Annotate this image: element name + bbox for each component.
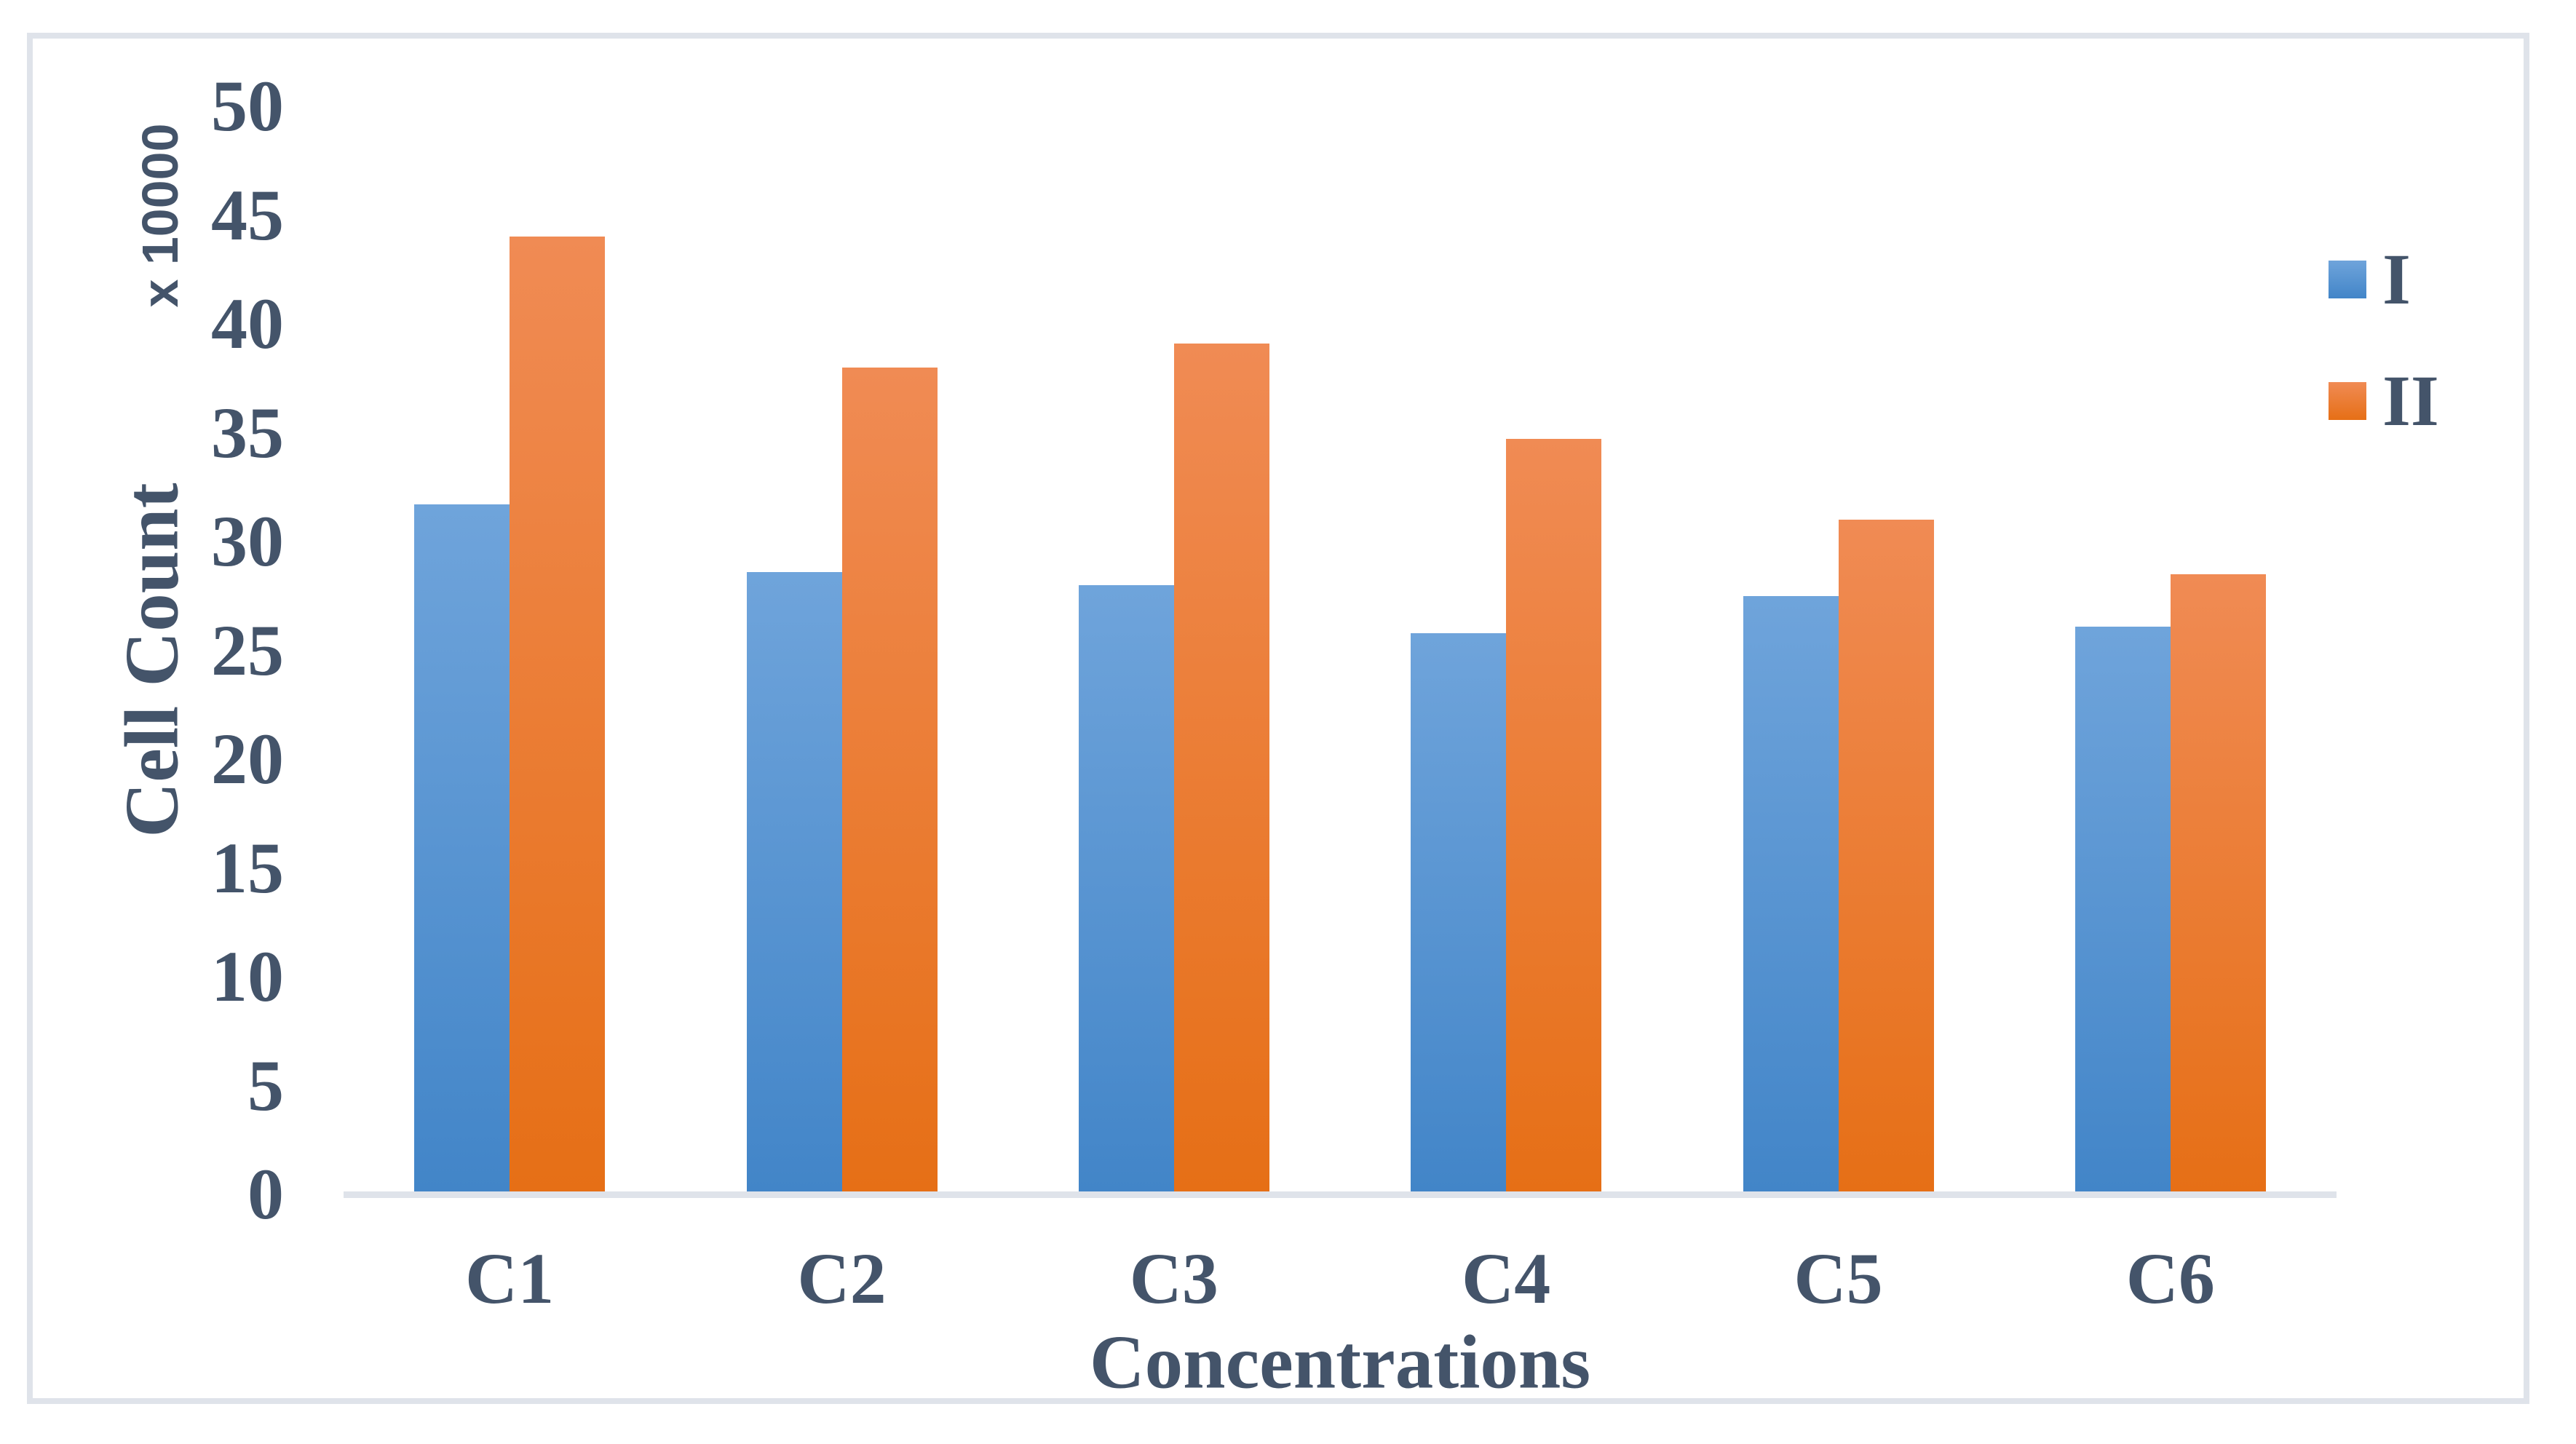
y-tick-label-5: 5 <box>247 1044 284 1126</box>
y-axis-display-unit: x 10000 <box>132 123 189 308</box>
y-tick-label-30: 30 <box>211 501 284 582</box>
x-category-label-C4: C4 <box>1462 1238 1551 1319</box>
x-category-label-C5: C5 <box>1794 1238 1883 1319</box>
y-axis-title: Cell Count <box>108 483 194 838</box>
legend-swatch-II <box>2329 382 2366 420</box>
bar-II-C4 <box>1506 439 1601 1191</box>
bar-I-C6 <box>2075 627 2171 1191</box>
y-tick-label-25: 25 <box>211 609 284 691</box>
bar-I-C5 <box>1743 596 1839 1191</box>
x-axis-title: Concentrations <box>1089 1319 1591 1405</box>
bar-II-C5 <box>1839 520 1934 1191</box>
legend-label-I: I <box>2382 239 2411 320</box>
bar-I-C2 <box>747 572 842 1191</box>
y-tick-label-45: 45 <box>211 174 284 255</box>
y-tick-label-20: 20 <box>211 718 284 799</box>
bar-II-C2 <box>842 368 938 1191</box>
bar-II-C3 <box>1174 344 1269 1191</box>
y-tick-label-35: 35 <box>211 392 284 473</box>
bar-II-C1 <box>510 237 605 1191</box>
x-category-label-C2: C2 <box>797 1238 887 1319</box>
y-tick-label-15: 15 <box>211 827 284 908</box>
y-tick-label-0: 0 <box>247 1154 284 1234</box>
bar-II-C6 <box>2171 574 2266 1191</box>
y-tick-label-50: 50 <box>211 66 284 146</box>
legend-label-II: II <box>2382 360 2439 441</box>
bar-I-C3 <box>1079 585 1174 1191</box>
bar-I-C4 <box>1411 633 1506 1191</box>
x-category-label-C1: C1 <box>465 1238 555 1319</box>
x-axis-line <box>344 1191 2337 1198</box>
y-tick-label-10: 10 <box>211 936 284 1017</box>
x-category-label-C3: C3 <box>1129 1238 1218 1319</box>
legend-swatch-I <box>2329 261 2366 298</box>
y-tick-label-40: 40 <box>211 283 284 364</box>
x-category-label-C6: C6 <box>2125 1238 2215 1319</box>
bar-I-C1 <box>414 504 510 1191</box>
